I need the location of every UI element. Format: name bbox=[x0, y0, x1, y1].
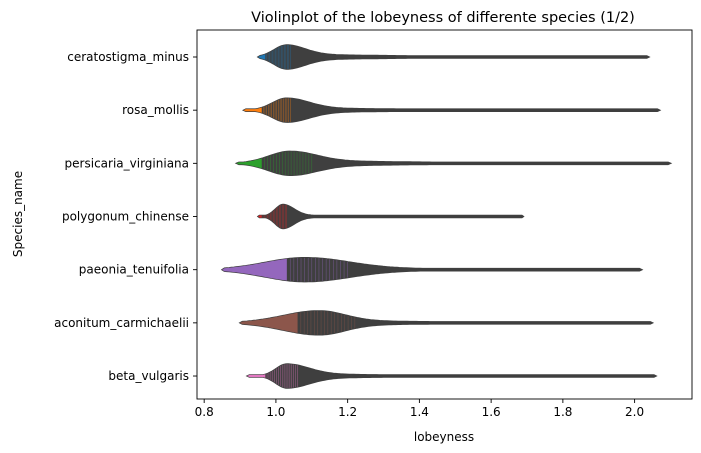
x-tick-label: 2.0 bbox=[625, 405, 644, 419]
violin-fill bbox=[222, 257, 287, 282]
violin-body bbox=[220, 257, 644, 283]
x-tick-label: 1.2 bbox=[338, 405, 357, 419]
violin-polygonum-chinense bbox=[256, 203, 525, 230]
y-tick-label: paeonia_tenuifolia bbox=[79, 263, 189, 277]
y-tick-label: persicaria_virginiana bbox=[65, 156, 189, 170]
x-axis-label: lobeyness bbox=[414, 430, 474, 444]
violin-fill bbox=[247, 364, 266, 388]
x-tick-label: 1.4 bbox=[410, 405, 429, 419]
violin-fill bbox=[243, 98, 262, 123]
y-tick-label: rosa_mollis bbox=[122, 103, 189, 117]
violin-body bbox=[256, 44, 651, 70]
x-tick-label: 1.8 bbox=[553, 405, 572, 419]
violin-body bbox=[256, 203, 525, 230]
violin-body bbox=[238, 310, 655, 336]
violin-group bbox=[220, 44, 673, 389]
violin-persicaria-virginiana bbox=[234, 150, 673, 176]
violin-fill bbox=[240, 310, 298, 335]
violin-aconitum-carmichaelii bbox=[238, 310, 655, 336]
x-tick-label: 1.0 bbox=[266, 405, 285, 419]
y-tick-label: polygonum_chinense bbox=[62, 210, 189, 224]
violin-fill bbox=[236, 151, 262, 176]
violin-ceratostigma-minus bbox=[256, 44, 651, 70]
violin-sticks bbox=[264, 364, 298, 388]
violin-rosa-mollis bbox=[241, 97, 662, 123]
y-tick-label: beta_vulgaris bbox=[108, 369, 189, 383]
violin-body bbox=[245, 363, 658, 389]
violin-fill bbox=[258, 204, 262, 229]
violin-paeonia-tenuifolia bbox=[220, 257, 644, 283]
x-tick-label: 0.8 bbox=[195, 405, 214, 419]
x-axis-ticks: 0.8 1.0 1.2 1.4 1.6 1.8 2.0 bbox=[195, 399, 644, 419]
y-axis-ticks: ceratostigma_minus rosa_mollis persicaria_… bbox=[54, 50, 197, 383]
chart-title: Violinplot of the lobeyness of different… bbox=[251, 10, 635, 26]
plot-frame bbox=[196, 29, 693, 400]
violin-beta-vulgaris bbox=[245, 363, 658, 389]
violin-body bbox=[241, 97, 662, 123]
violin-body bbox=[234, 150, 673, 176]
y-tick-label: aconitum_carmichaelii bbox=[54, 316, 189, 330]
y-axis-label: Species_name bbox=[11, 171, 25, 257]
y-tick-label: ceratostigma_minus bbox=[67, 50, 189, 64]
x-tick-label: 1.6 bbox=[482, 405, 501, 419]
violin-fill bbox=[258, 45, 266, 69]
